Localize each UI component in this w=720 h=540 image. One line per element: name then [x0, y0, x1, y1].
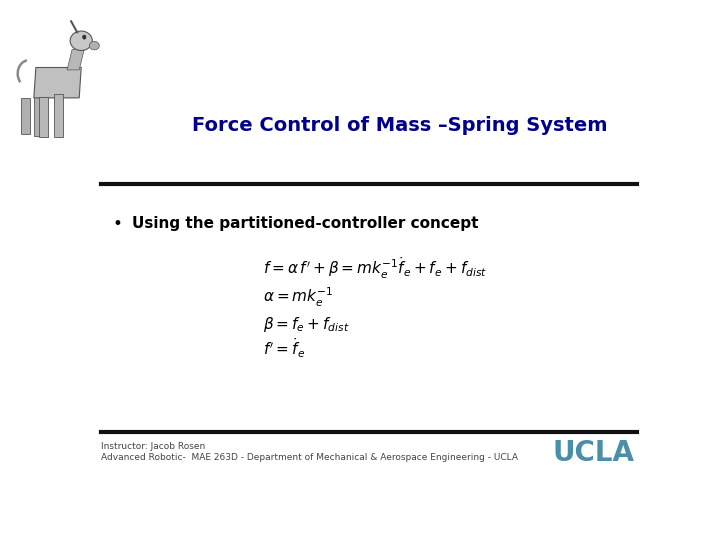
Polygon shape: [34, 68, 81, 98]
Text: •: •: [112, 214, 122, 233]
Text: $f = \alpha\, f^{\prime} + \beta = mk_e^{-1}\dot{f}_e + f_e + f_{dist}$: $f = \alpha\, f^{\prime} + \beta = mk_e^…: [263, 256, 487, 281]
Circle shape: [82, 35, 86, 39]
Text: Using the partitioned-controller concept: Using the partitioned-controller concept: [132, 216, 478, 231]
Ellipse shape: [89, 42, 99, 50]
Text: $\beta = f_e + f_{dist}$: $\beta = f_e + f_{dist}$: [263, 315, 350, 334]
Bar: [21, 98, 30, 134]
Text: $\alpha = mk_e^{-1}$: $\alpha = mk_e^{-1}$: [263, 286, 333, 309]
Bar: [54, 94, 63, 137]
Polygon shape: [67, 49, 84, 70]
Text: $f^{\prime} = \dot{f}_e$: $f^{\prime} = \dot{f}_e$: [263, 336, 305, 360]
Text: Force Control of Mass –Spring System: Force Control of Mass –Spring System: [192, 117, 608, 136]
Ellipse shape: [70, 31, 92, 51]
Text: Instructor: Jacob Rosen: Instructor: Jacob Rosen: [101, 442, 205, 451]
Bar: [39, 97, 48, 137]
Bar: [34, 97, 43, 136]
Text: Advanced Robotic-  MAE 263D - Department of Mechanical & Aerospace Engineering -: Advanced Robotic- MAE 263D - Department …: [101, 453, 518, 462]
Text: UCLA: UCLA: [552, 438, 634, 467]
